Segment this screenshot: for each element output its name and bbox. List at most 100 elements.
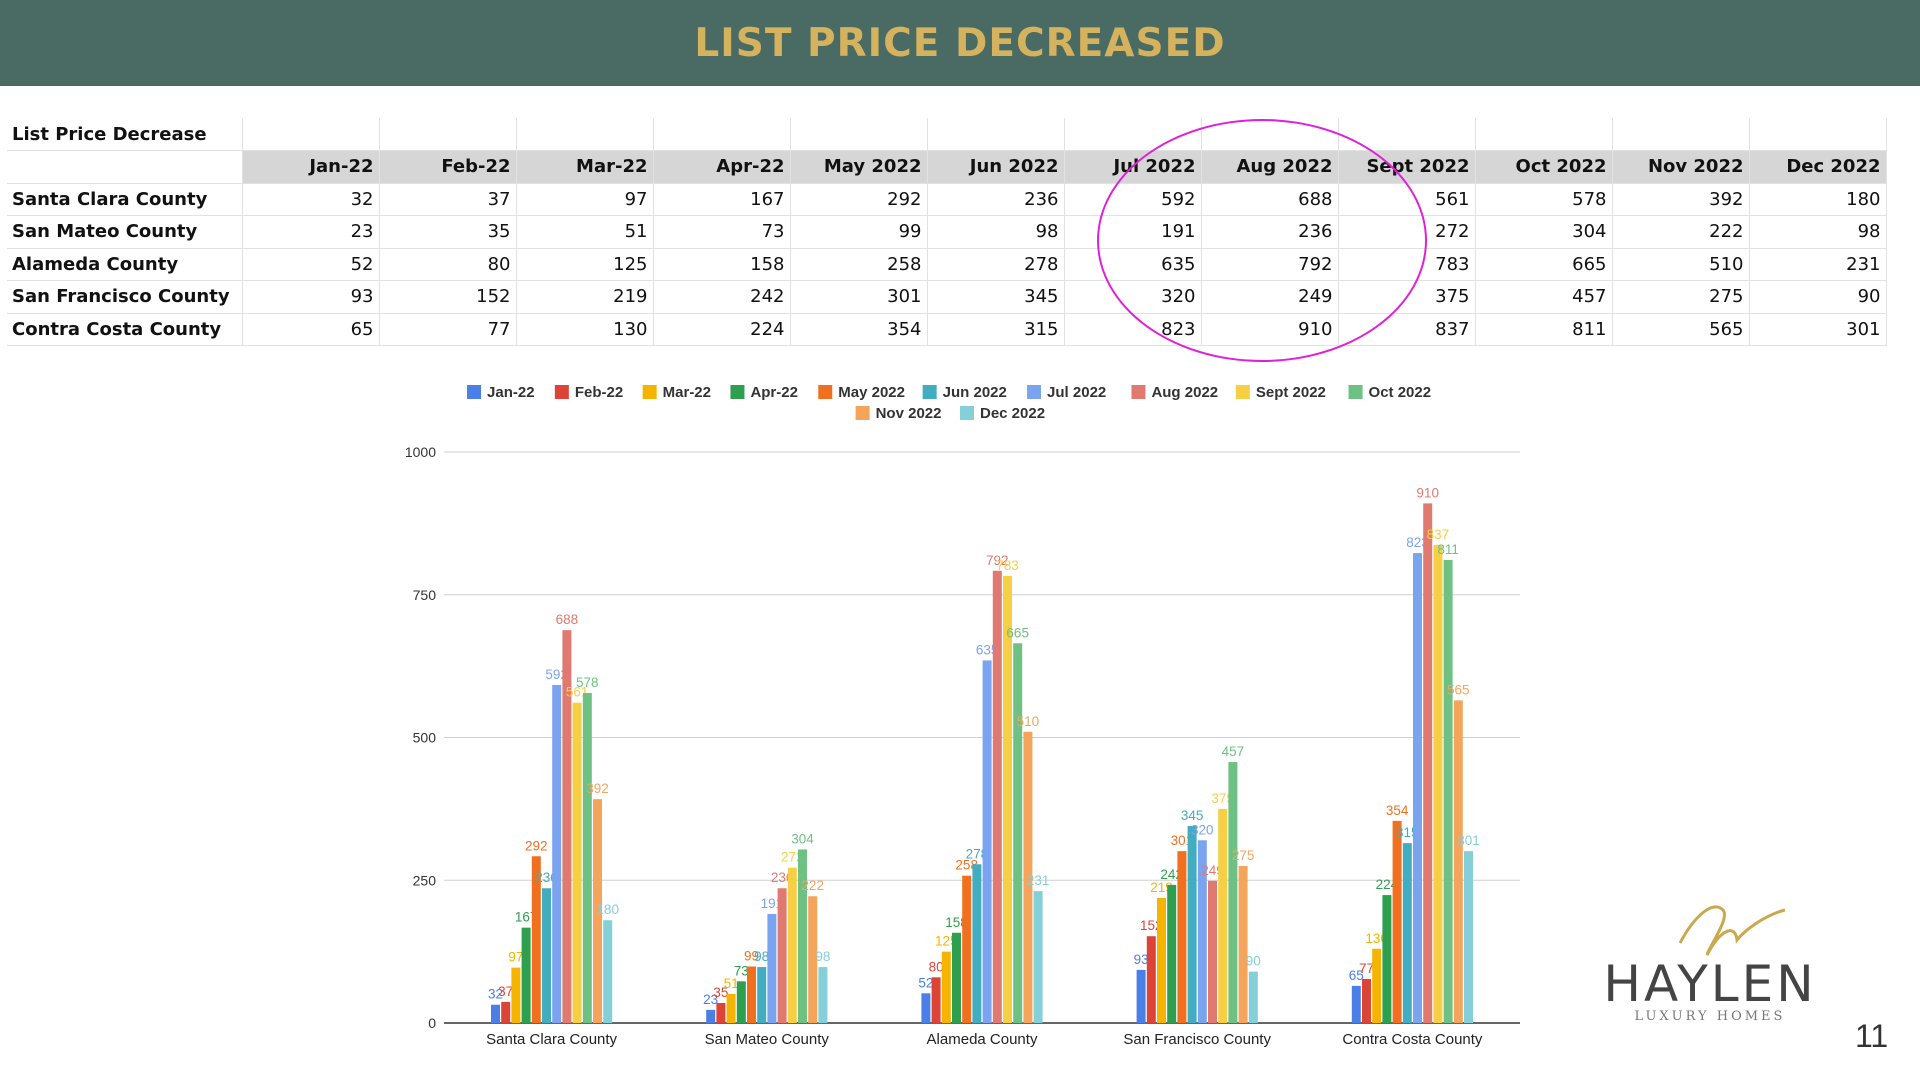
table-cell: 222 bbox=[1612, 215, 1750, 249]
bar bbox=[531, 856, 541, 1023]
column-header: Jun 2022 bbox=[927, 150, 1065, 184]
table-cell: 97 bbox=[516, 183, 654, 216]
table-cell: 80 bbox=[379, 248, 517, 281]
table-cell: 345 bbox=[927, 280, 1065, 314]
table-cell: 219 bbox=[516, 280, 654, 314]
table-cell: 152 bbox=[379, 280, 517, 314]
table-cell: 304 bbox=[1475, 215, 1613, 249]
legend-label: Mar-22 bbox=[663, 384, 711, 401]
data-label: 392 bbox=[586, 781, 609, 796]
table-cell: 236 bbox=[1201, 215, 1339, 249]
legend-label: May 2022 bbox=[838, 384, 905, 401]
x-tick-label: Contra Costa County bbox=[1342, 1031, 1483, 1048]
data-label: 811 bbox=[1437, 542, 1459, 557]
bar bbox=[1003, 575, 1012, 1023]
table-cell: 180 bbox=[1749, 183, 1887, 216]
bar bbox=[1167, 884, 1177, 1023]
bar bbox=[1372, 948, 1382, 1023]
table-cell: 561 bbox=[1338, 183, 1476, 216]
data-label: 823 bbox=[1406, 535, 1429, 550]
data-label: 783 bbox=[996, 558, 1019, 573]
table-title: List Price Decrease bbox=[7, 118, 243, 151]
table-cell: 688 bbox=[1201, 183, 1339, 216]
table-cell: 578 bbox=[1475, 183, 1613, 216]
data-label: 278 bbox=[966, 846, 989, 861]
table-cell: 783 bbox=[1338, 248, 1476, 281]
data-label: 236 bbox=[535, 870, 558, 885]
bar bbox=[1443, 559, 1453, 1023]
bar bbox=[1413, 553, 1422, 1023]
table-cell: 272 bbox=[1338, 215, 1476, 249]
data-label: 457 bbox=[1222, 744, 1245, 759]
data-label: 837 bbox=[1427, 527, 1450, 542]
data-label: 98 bbox=[815, 949, 830, 964]
y-tick-label: 1000 bbox=[405, 444, 436, 460]
data-label: 565 bbox=[1447, 682, 1470, 697]
bar bbox=[1146, 936, 1156, 1023]
table-cell: 51 bbox=[516, 215, 654, 249]
table-cell: 315 bbox=[927, 313, 1065, 346]
legend-swatch bbox=[467, 385, 482, 399]
bar bbox=[982, 660, 992, 1023]
y-tick-label: 500 bbox=[413, 730, 437, 746]
column-header: Aug 2022 bbox=[1201, 150, 1339, 184]
bar bbox=[1362, 979, 1371, 1023]
legend-label: Apr-22 bbox=[750, 384, 798, 401]
bar bbox=[992, 570, 1002, 1023]
bar bbox=[808, 896, 818, 1023]
data-label: 561 bbox=[566, 685, 589, 700]
data-label: 292 bbox=[525, 838, 548, 853]
bar bbox=[716, 1003, 726, 1023]
data-label: 180 bbox=[596, 902, 619, 917]
table-cell: 249 bbox=[1201, 280, 1339, 314]
y-tick-label: 0 bbox=[428, 1015, 436, 1031]
table-cell: 392 bbox=[1612, 183, 1750, 216]
data-label: 73 bbox=[734, 963, 749, 978]
bar bbox=[1208, 880, 1217, 1023]
logo-swoosh-icon bbox=[1678, 905, 1786, 956]
bar bbox=[1382, 895, 1392, 1023]
legend-swatch bbox=[1235, 385, 1250, 399]
legend-label: Aug 2022 bbox=[1151, 384, 1218, 401]
page-number: 11 bbox=[1855, 1018, 1889, 1054]
data-label: 242 bbox=[1160, 867, 1183, 882]
table-row: San Francisco County 93 152 219 242 301 345 320… bbox=[7, 280, 1887, 314]
column-header: Apr-22 bbox=[653, 150, 791, 184]
legend-swatch bbox=[818, 385, 833, 399]
column-header: Dec 2022 bbox=[1749, 150, 1887, 184]
data-table: List Price Decrease Jan-22 Feb-22 Mar-22… bbox=[7, 118, 1887, 346]
data-label: 158 bbox=[945, 915, 968, 930]
table-cell: 125 bbox=[516, 248, 654, 281]
bar bbox=[1013, 643, 1023, 1023]
bar bbox=[1238, 865, 1248, 1023]
table-cell: 191 bbox=[1064, 215, 1202, 249]
table-row: Contra Costa County 65 77 130 224 354 315 823 91… bbox=[7, 313, 1887, 346]
data-label: 301 bbox=[1171, 833, 1194, 848]
county-name: Alameda County bbox=[7, 248, 243, 281]
data-label: 275 bbox=[1232, 848, 1255, 863]
legend-label: Dec 2022 bbox=[980, 405, 1045, 422]
legend-swatch bbox=[642, 385, 657, 399]
table-cell: 510 bbox=[1612, 248, 1750, 281]
table-cell: 242 bbox=[653, 280, 791, 314]
table-cell: 65 bbox=[242, 313, 380, 346]
bar bbox=[1423, 503, 1433, 1023]
data-label: 80 bbox=[929, 959, 944, 974]
table-cell: 224 bbox=[653, 313, 791, 346]
table-cell: 93 bbox=[242, 280, 380, 314]
bar bbox=[706, 1009, 716, 1023]
bar bbox=[1392, 820, 1402, 1023]
table-cell: 258 bbox=[790, 248, 928, 281]
x-tick-label: San Mateo County bbox=[705, 1031, 830, 1048]
data-label: 792 bbox=[986, 553, 1009, 568]
table-cell: 32 bbox=[242, 183, 380, 216]
data-label: 99 bbox=[744, 948, 759, 963]
table-cell: 236 bbox=[927, 183, 1065, 216]
table-cell: 292 bbox=[790, 183, 928, 216]
bar bbox=[1218, 808, 1228, 1023]
data-label: 37 bbox=[498, 984, 513, 999]
county-name: Contra Costa County bbox=[7, 313, 243, 346]
bar bbox=[491, 1004, 500, 1023]
bar bbox=[501, 1001, 511, 1023]
column-header: May 2022 bbox=[790, 150, 928, 184]
